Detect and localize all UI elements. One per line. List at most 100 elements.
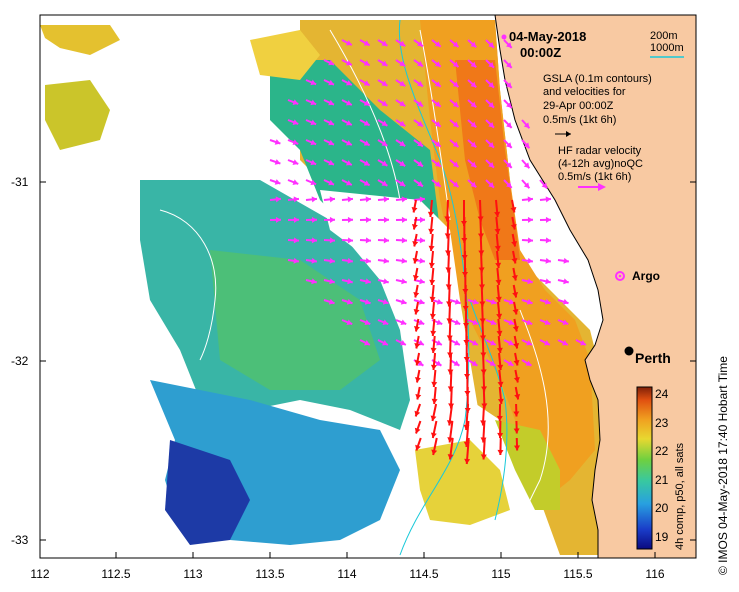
hf-arrow	[485, 159, 495, 169]
gsla-arrow	[428, 233, 435, 252]
hf-arrow	[287, 196, 300, 203]
hf-arrow	[449, 39, 460, 48]
gsla-arrow	[430, 335, 437, 354]
gsla-arrow	[415, 437, 422, 451]
hf-arrow	[503, 99, 513, 109]
hf-arrow	[449, 119, 460, 128]
gsla-legend-line3: 29-Apr 00:00Z	[543, 100, 614, 112]
hf-arrow	[557, 339, 569, 346]
hf-arrow	[287, 99, 299, 105]
hf-arrow	[305, 216, 318, 223]
hf-arrow	[359, 119, 371, 127]
gsla-arrow	[494, 216, 501, 235]
hf-legend-line3: 0.5m/s (1kt 6h)	[558, 171, 632, 183]
hf-arrow	[323, 298, 335, 305]
gsla-arrow	[497, 369, 504, 388]
colorbar	[636, 386, 653, 550]
hf-arrow	[377, 39, 388, 47]
axis-ticks	[39, 181, 696, 558]
hf-arrow	[359, 278, 371, 285]
gsla-arrow	[413, 284, 420, 298]
x-tick-label: 114	[337, 567, 357, 581]
hf-arrow	[467, 99, 477, 109]
hf-arrow	[413, 179, 424, 188]
hf-arrow	[359, 216, 372, 223]
hf-arrow	[323, 278, 335, 285]
hf-arrow	[449, 79, 460, 88]
hf-arrow	[377, 119, 388, 127]
gsla-arrow	[431, 386, 438, 405]
colorbar-label: 4h comp, p50, all sats	[674, 442, 686, 550]
hf-arrow	[323, 139, 335, 146]
hf-arrow	[305, 159, 317, 166]
hf-arrow	[269, 216, 282, 223]
hf-arrow	[431, 139, 442, 148]
hf-arrow	[287, 139, 299, 145]
hf-arrow	[431, 179, 442, 188]
gsla-arrow	[511, 267, 518, 281]
gsla-arrow	[413, 301, 420, 315]
x-tick-label: 116	[645, 567, 665, 581]
hf-arrow	[341, 159, 353, 166]
hf-arrow	[359, 39, 371, 47]
hf-arrow	[485, 319, 497, 326]
hf-legend-line2: (4-12h avg)noQC	[558, 158, 643, 170]
hf-arrow	[431, 39, 442, 48]
x-tick-label: 112	[30, 567, 50, 581]
hf-arrow	[341, 39, 353, 46]
hf-arrow	[377, 216, 390, 223]
hf-arrow	[287, 179, 299, 185]
depth-legend-1000: 1000m	[650, 42, 684, 54]
gsla-legend-arrow	[555, 131, 571, 137]
gsla-arrow	[480, 437, 487, 460]
hf-legend-arrow	[578, 183, 606, 191]
hf-arrow	[359, 59, 371, 67]
hf-arrow	[323, 119, 335, 126]
gsla-arrow	[512, 284, 519, 298]
hf-arrow	[467, 359, 478, 367]
hf-arrow	[305, 179, 317, 186]
hf-arrow	[395, 139, 406, 147]
hf-arrow	[413, 119, 424, 128]
hf-arrow	[449, 139, 460, 148]
gsla-arrow	[431, 369, 438, 388]
gsla-arrow	[513, 403, 520, 417]
hf-arrow	[449, 179, 460, 188]
hf-arrow	[521, 119, 531, 129]
gsla-arrow	[497, 352, 504, 371]
hf-arrow	[467, 139, 477, 149]
hf-arrow	[539, 237, 552, 244]
hf-arrow	[413, 59, 424, 68]
hf-arrow	[521, 216, 534, 223]
hf-arrow	[323, 79, 335, 86]
hf-arrow	[359, 257, 372, 264]
gsla-arrow	[511, 233, 518, 247]
hf-arrow	[359, 139, 371, 147]
hf-arrow	[305, 99, 317, 106]
gsla-arrow	[497, 420, 504, 439]
hf-arrow	[503, 319, 515, 326]
gsla-arrow	[414, 352, 421, 366]
argo-marker	[615, 271, 625, 281]
hf-arrow	[377, 79, 388, 87]
hf-arrow	[395, 59, 406, 67]
gsla-arrow	[512, 301, 519, 315]
gsla-legend-line4: 0.5m/s (1kt 6h)	[543, 114, 617, 126]
hf-arrow	[485, 139, 495, 149]
hf-arrow	[395, 298, 407, 305]
hf-arrow	[539, 319, 551, 326]
hf-arrow	[395, 119, 406, 127]
gsla-arrow	[464, 437, 471, 465]
gsla-arrow	[513, 420, 520, 434]
hf-arrow	[305, 278, 317, 285]
colorbar-tick: 22	[655, 444, 669, 458]
hf-arrow	[503, 139, 513, 149]
x-tick-label: 115	[491, 567, 511, 581]
gsla-arrow	[514, 386, 521, 400]
hf-arrow	[539, 216, 552, 223]
hf-arrow	[395, 216, 408, 223]
hf-arrow	[359, 159, 371, 167]
gsla-arrow	[430, 318, 437, 337]
hf-arrow	[287, 257, 300, 264]
hf-arrow	[539, 298, 551, 305]
